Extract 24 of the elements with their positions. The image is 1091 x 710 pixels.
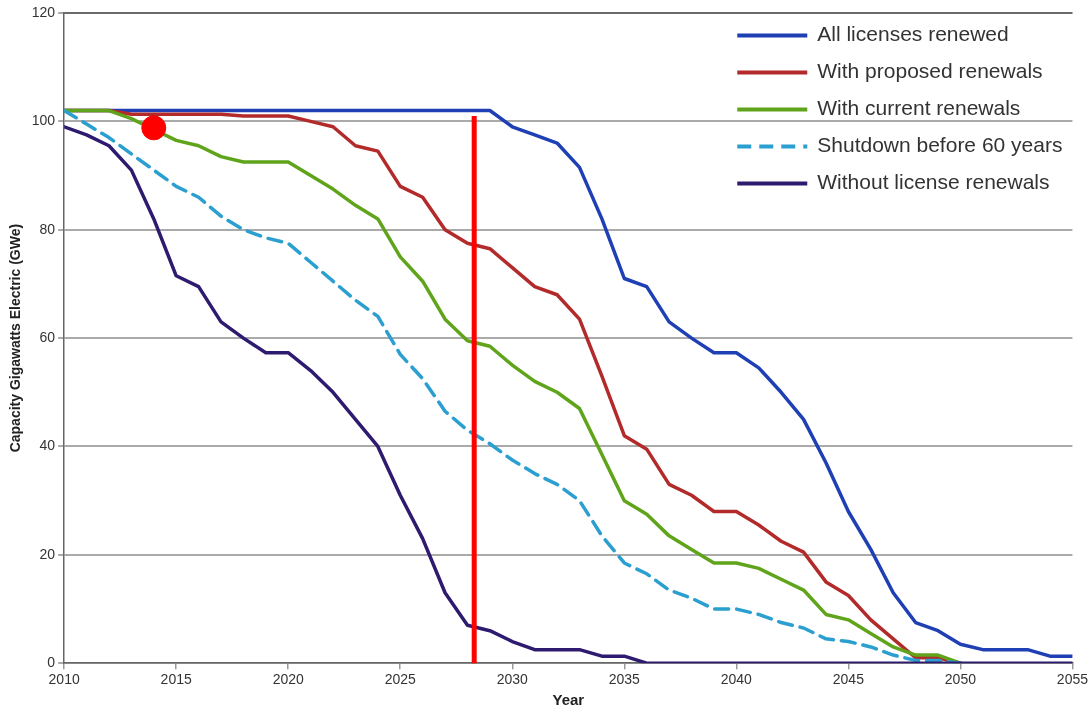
x-tick-label: 2020	[272, 671, 304, 688]
x-tick-label: 2030	[496, 671, 529, 688]
legend-label: With current renewals	[817, 96, 1021, 120]
legend-label: All licenses renewed	[817, 22, 1009, 46]
x-tick-label: 2025	[384, 671, 417, 688]
y-tick-label: 20	[39, 545, 56, 562]
legend-label: Shutdown before 60 years	[817, 133, 1063, 157]
x-tick-label: 2035	[608, 671, 641, 688]
y-tick-label: 100	[31, 112, 56, 129]
x-tick-label: 2050	[944, 671, 977, 688]
y-tick-label: 60	[39, 328, 56, 345]
legend-label: With proposed renewals	[817, 59, 1043, 83]
y-axis-title: Capacity Gigawatts Electric (GWe)	[7, 223, 24, 453]
x-tick-label: 2040	[720, 671, 753, 688]
y-tick-label: 80	[39, 220, 56, 237]
x-axis-title: Year	[552, 691, 585, 709]
y-tick-label: 0	[47, 654, 56, 671]
x-tick-label: 2015	[160, 671, 192, 688]
y-tick-label: 120	[31, 3, 56, 20]
x-tick-label: 2055	[1056, 671, 1089, 688]
x-tick-label: 2010	[48, 671, 80, 688]
y-tick-label: 40	[39, 437, 56, 454]
x-tick-label: 2045	[832, 671, 865, 688]
legend-label: Without license renewals	[817, 170, 1050, 194]
